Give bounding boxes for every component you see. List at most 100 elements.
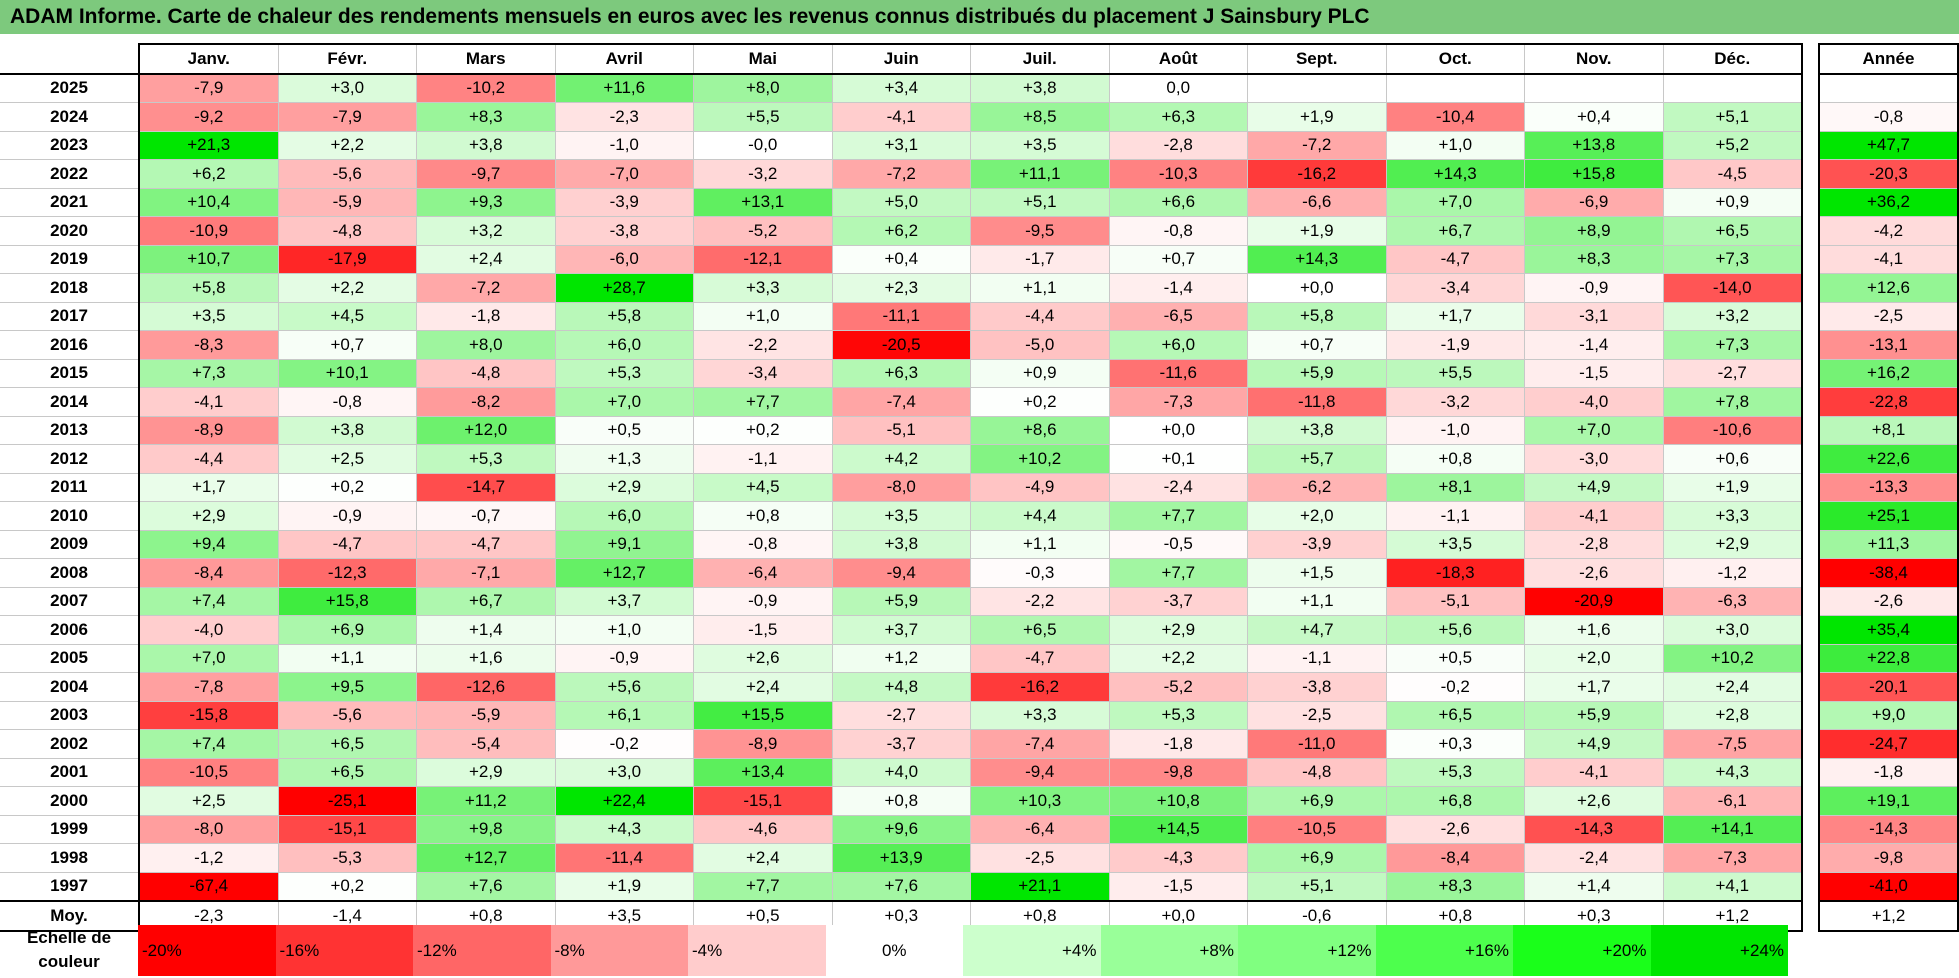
row-label: 2021 (0, 187, 140, 217)
heatmap-cell: -1,8 (1108, 729, 1248, 759)
heatmap-cell: +8,3 (416, 102, 556, 132)
row-label: Moy. (0, 900, 140, 932)
annual-row: +22,8 (1818, 643, 1959, 673)
heatmap-cell: +3,8 (1247, 415, 1387, 445)
heatmap-cell: -7,4 (970, 729, 1110, 759)
annual-cell: +11,3 (1818, 529, 1959, 559)
heatmap-cell: -4,3 (1108, 843, 1248, 873)
heatmap-cell: -1,2 (138, 843, 279, 873)
heatmap-cell: -6,6 (1247, 187, 1387, 217)
heatmap-cell: -11,1 (831, 301, 971, 331)
heatmap-cell: -5,2 (693, 216, 833, 246)
heatmap-cell: +22,4 (554, 786, 694, 816)
heatmap-cell: +5,3 (1385, 757, 1525, 787)
heatmap-cell: +6,5 (1385, 700, 1525, 730)
heatmap-cell: -16,2 (1247, 159, 1387, 189)
heatmap-cell: +4,0 (831, 757, 971, 787)
heatmap-cell: -1,4 (1524, 330, 1664, 360)
annual-header: Année (1818, 43, 1959, 75)
heatmap-cell: -8,3 (138, 330, 279, 360)
heatmap-cell: -3,7 (1108, 586, 1248, 616)
heatmap-cell: -7,8 (138, 672, 279, 702)
heatmap-cell: -5,9 (416, 700, 556, 730)
annual-cell: -22,8 (1818, 387, 1959, 417)
heatmap-cell: +6,2 (831, 216, 971, 246)
heatmap-cell: +5,3 (416, 444, 556, 474)
heatmap-cell: +1,1 (277, 643, 417, 673)
heatmap-cell (1524, 73, 1664, 103)
heatmap-cell: +6,9 (1247, 786, 1387, 816)
heatmap-cell: +1,0 (554, 615, 694, 645)
heatmap-cell: -15,1 (277, 814, 417, 844)
heatmap-cell: -11,6 (1108, 358, 1248, 388)
heatmap-cell: -8,0 (138, 814, 279, 844)
annual-row: -38,4 (1818, 558, 1959, 588)
year-row: 2025 -7,9 +3,0 -10,2 +11,6 +8,0 +3,4 +3,8 0,0 (0, 73, 1803, 103)
month-header: Mars (416, 43, 556, 75)
heatmap-cell: +2,4 (1662, 672, 1803, 702)
year-row: 2001 -10,5 +6,5 +2,9 +3,0 +13,4 +4,0 -9,4 -9,8 -4… (0, 757, 1803, 787)
heatmap-cell: -0,9 (277, 501, 417, 531)
row-label: 1997 (0, 871, 140, 902)
heatmap-cell: -2,7 (1662, 358, 1803, 388)
heatmap-cell: -3,8 (1247, 672, 1387, 702)
heatmap-cell: +1,7 (138, 472, 279, 502)
heatmap-cell: -4,1 (1524, 757, 1664, 787)
annual-row: -22,8 (1818, 387, 1959, 417)
heatmap-cell: -1,0 (554, 130, 694, 160)
heatmap-cell: +9,6 (831, 814, 971, 844)
heatmap-cell: +10,3 (970, 786, 1110, 816)
year-row: 2006 -4,0 +6,9 +1,4 +1,0 -1,5 +3,7 +6,5 +2,9 +4,7… (0, 615, 1803, 645)
heatmap-cell: -4,7 (1385, 244, 1525, 274)
heatmap-cell: +1,9 (1247, 102, 1387, 132)
heatmap-cell: -8,2 (416, 387, 556, 417)
heatmap-cell: +0,8 (831, 786, 971, 816)
heatmap-cell: +5,2 (1662, 130, 1803, 160)
legend-step: -4% (688, 925, 826, 976)
heatmap-cell: +6,5 (277, 757, 417, 787)
heatmap-cell: +3,5 (970, 130, 1110, 160)
heatmap-cell: +8,3 (1385, 871, 1525, 902)
heatmap-cell: +10,8 (1108, 786, 1248, 816)
row-label: 2000 (0, 786, 140, 816)
year-row: 2014 -4,1 -0,8 -8,2 +7,0 +7,7 -7,4 +0,2 -7,3 -11,… (0, 387, 1803, 417)
heatmap-cell: +7,0 (1524, 415, 1664, 445)
annual-row (1818, 73, 1959, 103)
heatmap-cell: +7,0 (554, 387, 694, 417)
heatmap-cell: +6,9 (277, 615, 417, 645)
heatmap-cell: +1,9 (554, 871, 694, 902)
heatmap-cell: -4,7 (970, 643, 1110, 673)
heatmap-cell: +7,7 (1108, 501, 1248, 531)
heatmap-cell: -7,2 (416, 273, 556, 303)
heatmap-cell: +0,1 (1108, 444, 1248, 474)
heatmap-cell: -4,8 (416, 358, 556, 388)
heatmap-cell: -10,3 (1108, 159, 1248, 189)
heatmap-cell: +5,3 (1108, 700, 1248, 730)
heatmap-cell: +4,2 (831, 444, 971, 474)
heatmap-cell: +8,3 (1524, 244, 1664, 274)
heatmap-cell: +1,5 (1247, 558, 1387, 588)
heatmap-cell: -1,0 (1385, 415, 1525, 445)
row-label: 2003 (0, 700, 140, 730)
heatmap-cell: +8,0 (693, 73, 833, 103)
annual-row: -9,8 (1818, 843, 1959, 873)
heatmap-cell: -2,8 (1524, 529, 1664, 559)
heatmap-cell: +3,3 (693, 273, 833, 303)
heatmap-cell: +0,5 (554, 415, 694, 445)
row-label: 2008 (0, 558, 140, 588)
heatmap-cell: +7,4 (138, 729, 279, 759)
heatmap-cell: -7,9 (277, 102, 417, 132)
heatmap-cell: +2,6 (1524, 786, 1664, 816)
heatmap-cell: -1,5 (1524, 358, 1664, 388)
heatmap-cell: -1,1 (1385, 501, 1525, 531)
heatmap-cell: +6,5 (970, 615, 1110, 645)
year-row: 1999 -8,0 -15,1 +9,8 +4,3 -4,6 +9,6 -6,4 +14,5 -1… (0, 814, 1803, 844)
heatmap-cell: -5,1 (1385, 586, 1525, 616)
legend-step: +24% (1650, 925, 1788, 976)
annual-cell: +8,1 (1818, 415, 1959, 445)
heatmap-cell: +1,9 (1247, 216, 1387, 246)
row-label: 2010 (0, 501, 140, 531)
heatmap-cell: +0,2 (970, 387, 1110, 417)
heatmap-cell: -6,5 (1108, 301, 1248, 331)
heatmap-cell: -4,7 (416, 529, 556, 559)
